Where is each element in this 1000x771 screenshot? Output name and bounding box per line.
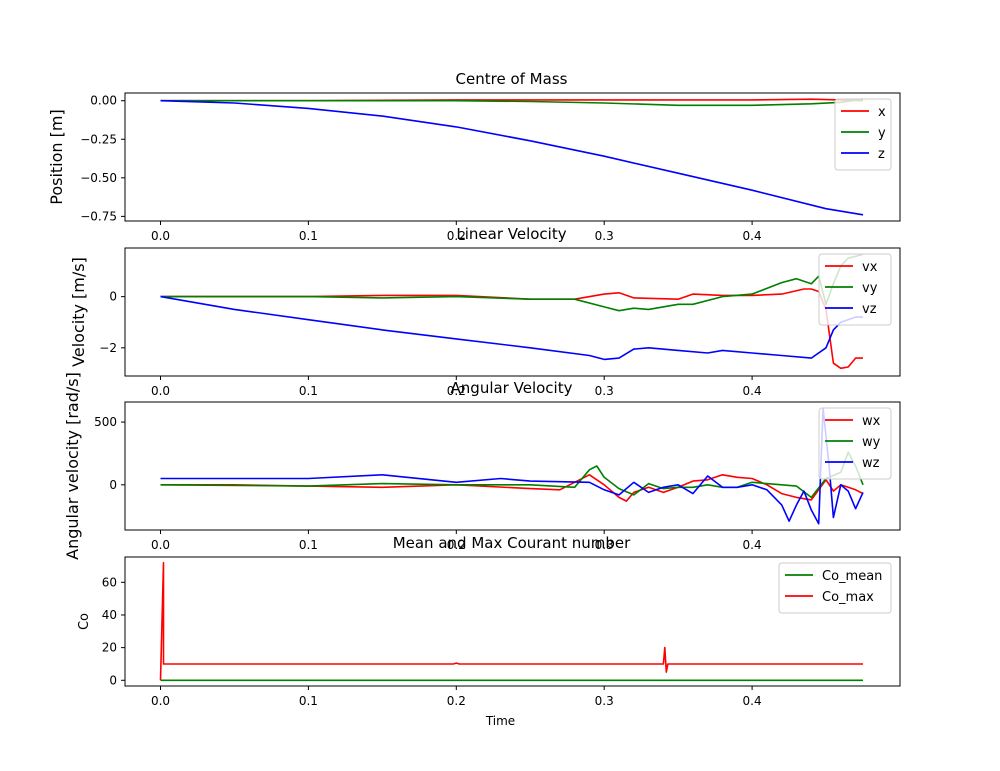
series-line-vy bbox=[160, 253, 864, 312]
y-tick-label: 60 bbox=[102, 575, 117, 589]
y-tick-label: −0.75 bbox=[80, 209, 117, 223]
y-tick-label: 0 bbox=[109, 290, 117, 304]
y-axis-label: Angular velocity [rad/s] bbox=[63, 372, 82, 560]
subplot-title: Linear Velocity bbox=[456, 225, 566, 243]
axes-frame bbox=[124, 556, 901, 687]
subplot-title: Mean and Max Courant number bbox=[393, 534, 631, 552]
x-axis-label: Time bbox=[485, 714, 515, 728]
x-tick-label: 0.2 bbox=[447, 694, 466, 708]
legend-label: y bbox=[878, 126, 886, 141]
legend-label: wx bbox=[862, 414, 881, 429]
series-line-y bbox=[160, 98, 864, 107]
x-tick-label: 0.0 bbox=[151, 538, 170, 552]
y-tick-label: 0 bbox=[109, 478, 117, 492]
legend-label: wz bbox=[862, 456, 880, 471]
y-tick-label: 20 bbox=[102, 641, 117, 655]
x-tick-label: 0.0 bbox=[151, 694, 170, 708]
legend: Co_mean Co_max bbox=[778, 562, 892, 614]
x-tick-label: 0.4 bbox=[743, 538, 762, 552]
subplot-title: Angular Velocity bbox=[451, 379, 573, 397]
legend-label: vz bbox=[862, 302, 877, 317]
y-axis-label: Position [m] bbox=[47, 109, 66, 204]
series-line-z bbox=[160, 99, 864, 216]
x-tick-label: 0.1 bbox=[299, 229, 318, 243]
series-line-wz bbox=[160, 407, 864, 525]
x-tick-label: 0.3 bbox=[595, 694, 614, 708]
x-tick-label: 0.3 bbox=[595, 538, 614, 552]
series-line-vz bbox=[160, 295, 863, 361]
y-tick-label: 40 bbox=[102, 608, 117, 622]
axes-frame bbox=[124, 92, 901, 222]
y-tick-label: −2 bbox=[99, 341, 117, 355]
legend-label: vx bbox=[862, 260, 878, 275]
legend-label: Co_mean bbox=[822, 569, 882, 584]
axes-frame bbox=[124, 247, 901, 377]
x-tick-label: 0.4 bbox=[743, 694, 762, 708]
series-line-vx bbox=[160, 288, 863, 370]
x-tick-label: 0.2 bbox=[447, 538, 466, 552]
legend-label: Co_max bbox=[822, 590, 874, 605]
x-tick-label: 0.3 bbox=[595, 384, 614, 398]
x-tick-label: 0.1 bbox=[299, 694, 318, 708]
axes-frame bbox=[124, 401, 901, 531]
legend-box bbox=[818, 253, 892, 326]
legend: vx vy vz bbox=[818, 253, 892, 326]
subplot-title: Centre of Mass bbox=[456, 70, 568, 88]
y-tick-label: 500 bbox=[94, 415, 117, 429]
x-tick-label: 0.0 bbox=[151, 384, 170, 398]
legend-label: x bbox=[878, 105, 886, 120]
legend: xyz bbox=[834, 98, 892, 171]
y-tick-label: −0.25 bbox=[80, 132, 117, 146]
legend-label: z bbox=[878, 147, 885, 162]
x-tick-label: 0.2 bbox=[447, 384, 466, 398]
x-tick-label: 0.1 bbox=[299, 538, 318, 552]
y-tick-label: 0.00 bbox=[90, 94, 117, 108]
series-line-Co_max bbox=[159, 561, 863, 681]
subplot-4: 0.0 0.1 0.2 0.3 0.4 0 20 40 60 Mean and Max Coura… bbox=[77, 534, 901, 728]
legend-label: vy bbox=[862, 281, 878, 296]
legend: wx wy wz bbox=[818, 407, 892, 480]
legend-label: wy bbox=[862, 435, 881, 450]
subplot-3: 0.0 0.1 0.2 0.3 0.4 0 500 Angular Velocity Angul… bbox=[63, 372, 901, 560]
x-tick-label: 0.3 bbox=[595, 229, 614, 243]
series-line-wy bbox=[160, 451, 864, 499]
y-axis-label: Co bbox=[77, 613, 92, 630]
x-tick-label: 0.4 bbox=[743, 229, 762, 243]
x-tick-label: 0.0 bbox=[151, 229, 170, 243]
y-tick-label: 0 bbox=[109, 673, 117, 687]
subplot-1: 0.0 0.1 0.2 0.3 0.4 0.00 −0.25 −0.50 −0.75 Centre… bbox=[47, 70, 901, 243]
y-tick-label: −0.50 bbox=[80, 171, 117, 185]
x-tick-label: 0.1 bbox=[299, 384, 318, 398]
x-tick-label: 0.2 bbox=[447, 229, 466, 243]
subplot-2: 0.0 0.1 0.2 0.3 0.4 −2 0 Linear Velocity Velocit… bbox=[69, 225, 901, 398]
x-tick-label: 0.4 bbox=[743, 384, 762, 398]
y-axis-label: Velocity [m/s] bbox=[69, 257, 88, 367]
